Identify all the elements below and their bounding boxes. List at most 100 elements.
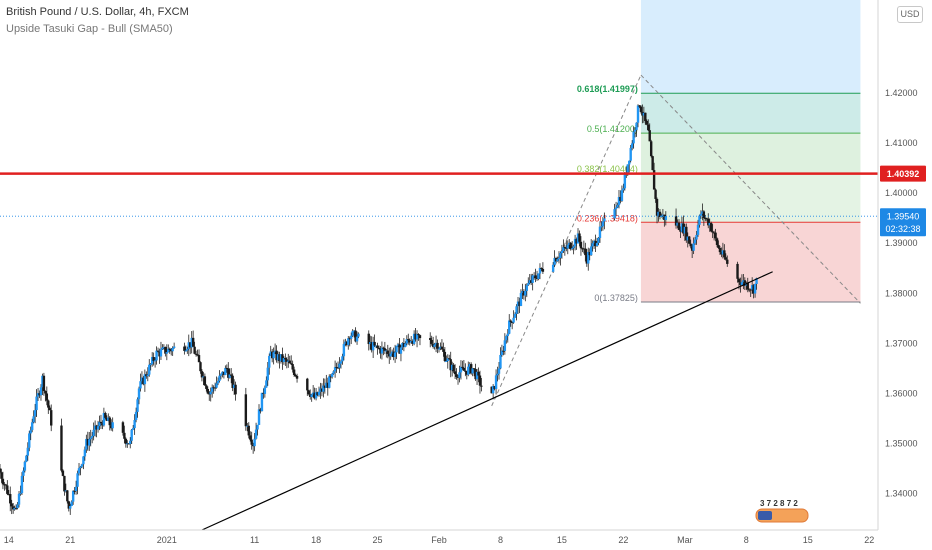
candle-body-219 [371,341,375,351]
candle-body-147 [249,435,252,440]
candle-body-248 [414,333,417,340]
candle-body-162 [270,351,274,359]
candle-body-183 [310,394,313,397]
x-tick-label-0: 14 [4,535,14,545]
candle-body-323 [541,268,545,272]
candle-body-65 [102,412,106,426]
currency-button[interactable]: USD [897,6,923,23]
x-tick-label-13: 22 [864,535,874,545]
candle-body-339 [573,238,577,247]
candle-body-7 [9,494,12,504]
candle-body-55 [88,439,91,446]
candle-body-227 [383,348,387,351]
candle-body-427 [720,252,723,255]
candle-body-58 [92,429,95,437]
candle-body-292 [496,373,499,376]
candle-body-441 [749,289,752,291]
indicator-label: Upside Tasuki Gap - Bull (SMA50) [6,23,173,35]
candle-body-133 [219,374,223,376]
candle-body-432 [736,263,739,279]
candle-body-197 [330,373,334,377]
candle-body-250 [417,334,420,336]
candle-body-113 [190,337,193,348]
candle-body-336 [569,242,572,250]
candle-body-395 [664,216,668,220]
candle-body-181 [307,390,310,395]
candle-body-86 [142,377,145,385]
candle-body-100 [162,346,166,348]
candle-body-418 [707,218,710,226]
candle-body-297 [503,340,507,351]
candle-body-25 [35,396,38,411]
resistance-price-tag [880,165,926,182]
candle-body-38 [63,475,66,492]
candle-body-362 [616,204,619,208]
candle-body-51 [82,456,85,465]
candle-body-416 [704,218,707,220]
candle-body-239 [401,343,404,348]
candle-body-263 [445,360,448,362]
candle-body-129 [213,387,217,389]
candle-body-220 [373,341,376,346]
candle-body-349 [588,252,591,256]
candle-body-74 [124,438,128,444]
candle-body-367 [623,173,627,189]
candle-body-290 [493,386,496,389]
candle-body-178 [294,374,297,376]
candle-body-236 [396,344,400,347]
candle-body-163 [272,352,275,359]
candle-body-229 [386,350,389,354]
candle-body-406 [689,243,692,247]
fib-zone-top [640,0,861,94]
swing-dashed-down [640,74,861,304]
support-trend-line[interactable] [201,271,773,531]
candle-body-315 [529,280,533,283]
candle-body-392 [660,215,663,217]
candle-body-240 [402,343,406,347]
candle-body-81 [134,411,138,420]
candle-body-72 [121,422,125,433]
candle-body-29 [41,375,44,388]
candle-body-46 [74,486,78,492]
candle-body-353 [594,240,597,247]
candle-body-23 [32,416,35,423]
candle-body-54 [86,438,89,446]
candle-body-287 [480,385,483,387]
candle-body-281 [471,368,474,374]
candle-body-87 [143,374,147,385]
candle-body-388 [654,189,657,199]
candle-body-366 [622,188,625,191]
candle-body-291 [494,375,498,389]
candle-body-277 [465,370,469,375]
candle-body-288 [490,386,493,394]
chart-title: British Pound / U.S. Dollar, 4h, FXCM [6,6,189,18]
candle-body-96 [156,350,160,352]
candle-body-221 [374,345,378,347]
candle-body-274 [461,366,464,368]
candle-body-364 [619,196,622,201]
candle-body-213 [354,330,357,342]
candle-body-104 [168,348,171,350]
candle-body-321 [538,267,542,274]
candle-body-284 [475,371,479,380]
candle-body-278 [467,366,470,375]
candle-body-340 [575,238,578,244]
candle-body-341 [576,233,580,244]
candle-body-47 [76,473,79,487]
candle-body-98 [159,349,163,357]
candle-body-345 [582,248,586,250]
candle-body-264 [446,358,449,361]
y-tick-label-3: 1.39000 [885,238,918,248]
candle-body-27 [38,393,41,396]
fib-level-label-0: 0.618(1.41997) [577,84,638,94]
x-tick-label-7: 8 [498,535,503,545]
candle-body-314 [528,280,531,284]
candle-body-45 [73,490,76,492]
candle-body-153 [257,409,261,425]
candle-body-318 [534,275,537,279]
candle-body-436 [742,280,745,283]
candle-body-1 [0,472,3,479]
candle-body-13 [17,493,21,505]
candle-body-420 [709,222,713,232]
